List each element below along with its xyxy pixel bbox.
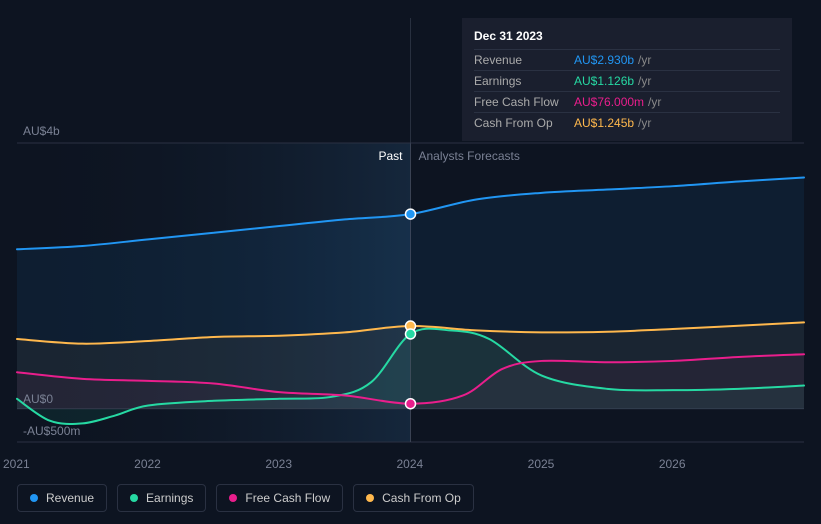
tooltip-metric-unit: /yr — [638, 116, 651, 130]
legend-dot-icon — [130, 494, 138, 502]
tooltip-metric-unit: /yr — [648, 95, 661, 109]
legend-item-free-cash-flow[interactable]: Free Cash Flow — [216, 484, 343, 512]
legend-dot-icon — [366, 494, 374, 502]
x-axis-label: 2026 — [659, 457, 686, 471]
x-axis-label: 2023 — [265, 457, 292, 471]
forecast-section-label: Analysts Forecasts — [419, 149, 520, 163]
legend-label: Revenue — [46, 491, 94, 505]
tooltip-metric-value: AU$1.126b — [574, 74, 634, 88]
tooltip-metric-value: AU$76.000m — [574, 95, 644, 109]
tooltip-row: Cash From OpAU$1.245b/yr — [474, 112, 780, 133]
legend-dot-icon — [229, 494, 237, 502]
tooltip-metric-unit: /yr — [638, 53, 651, 67]
tooltip-row: RevenueAU$2.930b/yr — [474, 49, 780, 70]
tooltip-row: Free Cash FlowAU$76.000m/yr — [474, 91, 780, 112]
x-axis-label: 2022 — [134, 457, 161, 471]
legend-label: Free Cash Flow — [245, 491, 330, 505]
legend-item-cash-from-op[interactable]: Cash From Op — [353, 484, 474, 512]
chart-legend: Revenue Earnings Free Cash Flow Cash From O… — [17, 484, 474, 512]
x-axis-label: 2025 — [528, 457, 555, 471]
y-axis-label: AU$4b — [23, 124, 60, 138]
financial-chart: AU$4b AU$0 -AU$500m 2021 2022 2023 2024 2025 20… — [0, 0, 821, 524]
tooltip-metric-unit: /yr — [638, 74, 651, 88]
legend-dot-icon — [30, 494, 38, 502]
tooltip-metric-label: Earnings — [474, 74, 574, 88]
x-axis-label: 2021 — [3, 457, 30, 471]
legend-item-earnings[interactable]: Earnings — [117, 484, 206, 512]
tooltip-row: EarningsAU$1.126b/yr — [474, 70, 780, 91]
legend-label: Earnings — [146, 491, 193, 505]
tooltip-metric-label: Cash From Op — [474, 116, 574, 130]
y-axis-label: AU$0 — [23, 392, 53, 406]
tooltip-metric-label: Free Cash Flow — [474, 95, 574, 109]
y-axis-label: -AU$500m — [23, 424, 80, 438]
tooltip-date: Dec 31 2023 — [474, 26, 780, 49]
hover-tooltip: Dec 31 2023 RevenueAU$2.930b/yrEarningsA… — [462, 18, 792, 141]
tooltip-metric-value: AU$1.245b — [574, 116, 634, 130]
legend-label: Cash From Op — [382, 491, 461, 505]
past-section-label: Past — [378, 149, 402, 163]
legend-item-revenue[interactable]: Revenue — [17, 484, 107, 512]
tooltip-metric-value: AU$2.930b — [574, 53, 634, 67]
x-axis-label: 2024 — [397, 457, 424, 471]
tooltip-metric-label: Revenue — [474, 53, 574, 67]
